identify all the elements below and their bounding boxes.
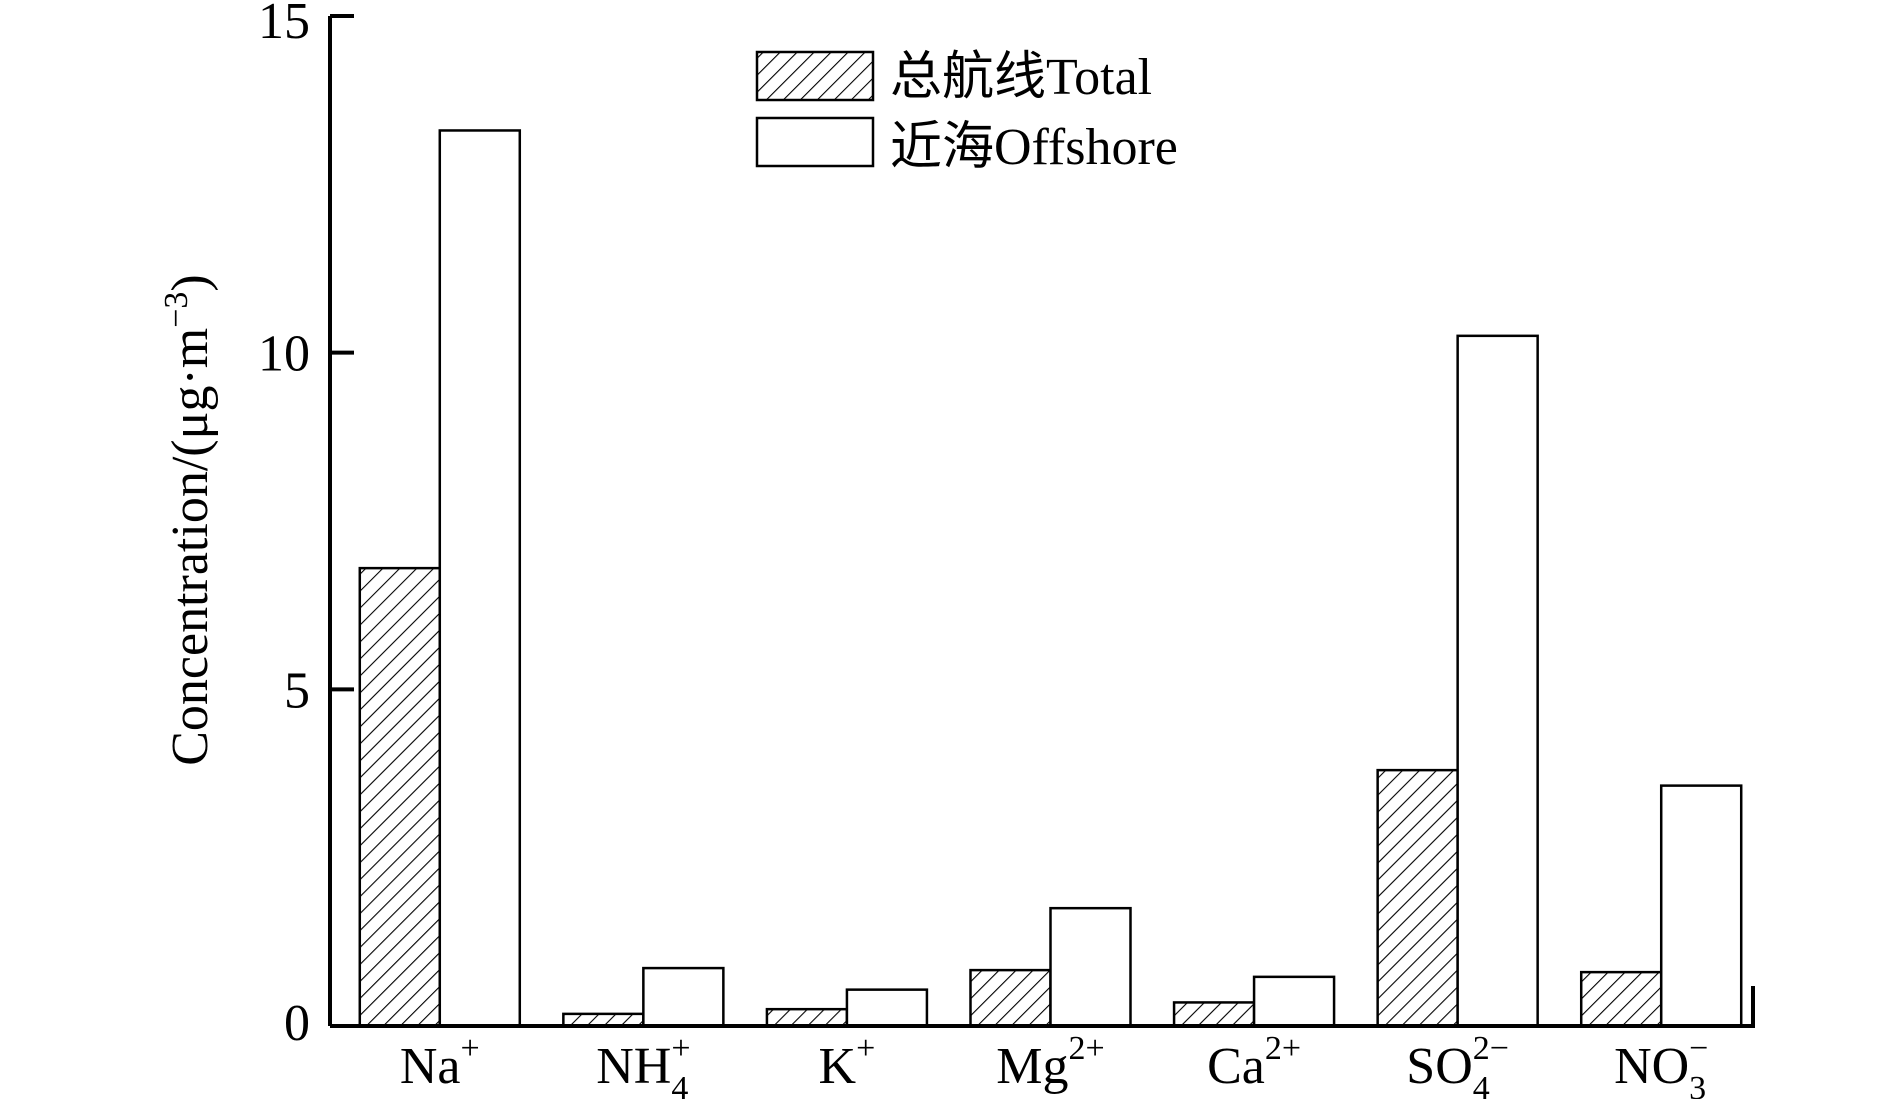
x-category-label-6: NO− 3 — [1614, 1030, 1708, 1099]
y-tick-label-0: 0 — [284, 995, 310, 1052]
bar-offshore-0 — [438, 129, 522, 1028]
x-category-label-5: SO2− 4 — [1406, 1030, 1509, 1099]
y-tick-label-3: 15 — [258, 0, 310, 50]
x-category-label-2: K+ — [819, 1030, 876, 1095]
bar-total-4 — [1172, 1001, 1256, 1028]
legend-label-total: 总航线Total — [890, 49, 1152, 106]
bar-offshore-3 — [1049, 906, 1132, 1028]
bar-offshore-5 — [1456, 334, 1539, 1028]
bars-group — [358, 129, 1743, 1028]
legend-swatch-total — [755, 50, 875, 102]
bar-offshore-4 — [1252, 975, 1336, 1028]
y-axis-label-sup: −3 — [158, 292, 195, 328]
x-category-label-4: Ca2+ — [1207, 1030, 1301, 1095]
x-category-label-3: Mg2+ — [996, 1030, 1104, 1095]
bar-offshore-2 — [845, 988, 929, 1028]
bar-offshore-6 — [1659, 784, 1743, 1028]
bar-total-0 — [358, 566, 442, 1028]
legend: 总航线Total 近海Offshore — [755, 49, 1178, 176]
x-category-label-1: NH+ 4 — [596, 1030, 690, 1099]
x-categories-group: Na+ NH+ 4 K+ Mg2+ Ca2+ SO2− 4 NO− 3 — [400, 1030, 1708, 1099]
legend-label-offshore: 近海Offshore — [890, 119, 1178, 176]
bar-offshore-1 — [642, 966, 725, 1028]
legend-swatch-offshore — [755, 116, 875, 168]
bar-total-6 — [1579, 970, 1663, 1028]
y-axis-label: Concentration/(μg·m−3) — [158, 274, 219, 766]
x-category-label-0: Na+ — [400, 1030, 480, 1095]
bar-total-5 — [1376, 768, 1459, 1028]
y-ticks-group: 0 5 10 15 — [258, 0, 354, 1052]
bar-total-3 — [969, 968, 1052, 1028]
y-axis-label-close: ) — [162, 274, 219, 291]
bar-total-2 — [765, 1007, 849, 1028]
y-tick-label-1: 5 — [284, 662, 310, 719]
y-axis-label-main: Concentration/(μg·m — [162, 328, 219, 766]
y-tick-label-2: 10 — [258, 326, 310, 383]
